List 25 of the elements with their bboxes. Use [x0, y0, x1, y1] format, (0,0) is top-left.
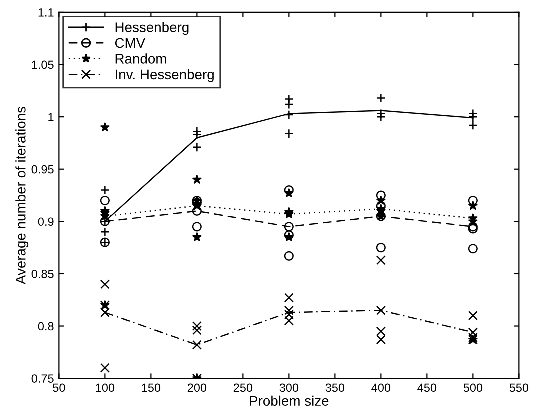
- x-tick-label: 100: [96, 384, 115, 392]
- y-tick-label: 0.75: [32, 374, 54, 383]
- y-tick-label: 1.05: [32, 60, 54, 70]
- y-tick-label: 0.95: [32, 165, 54, 174]
- legend-label: CMV: [115, 38, 146, 48]
- y-tick-label: 1.1: [38, 8, 54, 17]
- legend-label: Random: [116, 54, 166, 64]
- y-tick-label: 0.85: [32, 270, 54, 278]
- y-tick-label: 0.9: [38, 218, 54, 226]
- y-axis-title: Average number of iterations: [16, 106, 29, 285]
- x-tick-label: 350: [326, 384, 345, 392]
- x-tick-label: 250: [234, 384, 253, 392]
- legend-label: Hessenberg: [116, 22, 189, 36]
- x-tick-label: 500: [464, 384, 483, 392]
- x-tick-label: 400: [372, 384, 391, 392]
- legend-label: Inv. Hessenberg: [116, 69, 214, 82]
- x-tick-label: 200: [188, 384, 207, 392]
- x-tick-label: 150: [142, 384, 161, 392]
- x-tick-label: 550: [510, 384, 529, 392]
- x-tick-label: 50: [53, 384, 66, 392]
- y-tick-label: 1: [48, 113, 54, 122]
- y-tick-label: 0.8: [38, 322, 54, 331]
- x-axis-title: Problem size: [250, 396, 329, 406]
- x-tick-label: 450: [418, 384, 437, 392]
- x-tick-label: 300: [280, 384, 299, 392]
